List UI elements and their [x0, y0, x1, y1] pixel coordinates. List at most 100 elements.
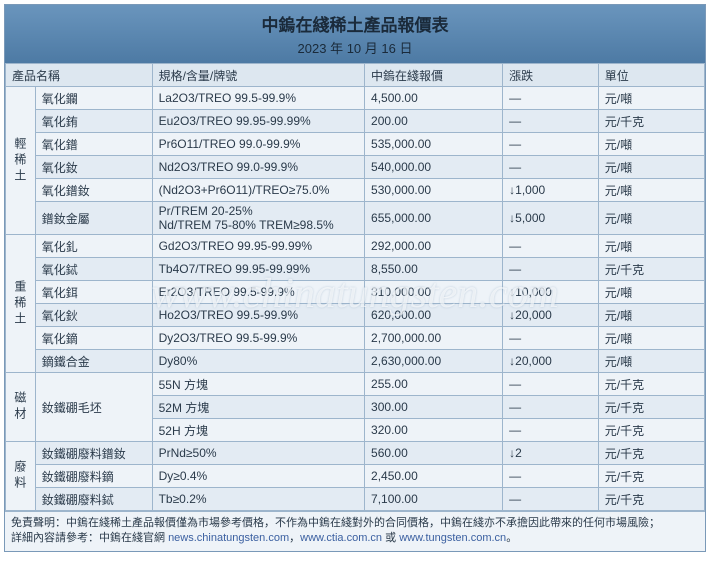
product-unit: 元/噸	[598, 350, 704, 373]
table-row: 氧化銪Eu2O3/TREO 99.95-99.99%200.00—元/千克	[6, 110, 705, 133]
product-unit: 元/千克	[598, 373, 704, 396]
product-price: 8,550.00	[365, 258, 503, 281]
product-price: 2,630,000.00	[365, 350, 503, 373]
table-row: 鏑鐵合金Dy80%2,630,000.00↓20,000元/噸	[6, 350, 705, 373]
table-header: 中鎢在綫稀土產品報價表 2023 年 10 月 16 日	[5, 5, 705, 63]
product-change: —	[503, 488, 599, 511]
col-unit: 單位	[598, 64, 704, 87]
footer-link-1[interactable]: news.chinatungsten.com	[168, 532, 289, 544]
product-price: 200.00	[365, 110, 503, 133]
product-change: —	[503, 87, 599, 110]
product-change: —	[503, 396, 599, 419]
product-unit: 元/噸	[598, 133, 704, 156]
product-unit: 元/噸	[598, 281, 704, 304]
product-change: —	[503, 235, 599, 258]
table-row: 輕稀土氧化鑭La2O3/TREO 99.5-99.9%4,500.00—元/噸	[6, 87, 705, 110]
product-price: 2,450.00	[365, 465, 503, 488]
product-spec: Pr/TREM 20-25% Nd/TREM 75-80% TREM≥98.5%	[152, 202, 364, 235]
disclaimer-text: 中鎢在綫稀土產品報價僅為市場參考價格，不作為中鎢在綫對外的合同價格，中鎢在綫亦不…	[66, 517, 660, 529]
product-spec: Nd2O3/TREO 99.0-99.9%	[152, 156, 364, 179]
product-unit: 元/噸	[598, 235, 704, 258]
product-unit: 元/噸	[598, 179, 704, 202]
product-spec: (Nd2O3+Pr6O11)/TREO≥75.0%	[152, 179, 364, 202]
category-label: 重稀土	[6, 235, 36, 373]
product-price: 2,700,000.00	[365, 327, 503, 350]
product-name: 氧化釹	[35, 156, 152, 179]
product-change: ↓2	[503, 442, 599, 465]
price-table: 產品名稱 規格/含量/牌號 中鎢在綫報價 漲跌 單位 輕稀土氧化鑭La2O3/T…	[5, 63, 705, 511]
product-name: 氧化鉺	[35, 281, 152, 304]
table-row: 氧化鏑Dy2O3/TREO 99.5-99.9%2,700,000.00—元/噸	[6, 327, 705, 350]
product-price: 535,000.00	[365, 133, 503, 156]
product-unit: 元/噸	[598, 304, 704, 327]
product-price: 620,000.00	[365, 304, 503, 327]
product-price: 320.00	[365, 419, 503, 442]
disclaimer-label: 免責聲明：	[11, 517, 66, 529]
product-name: 氧化鏑	[35, 327, 152, 350]
product-spec: 52M 方塊	[152, 396, 364, 419]
product-change: —	[503, 327, 599, 350]
product-unit: 元/噸	[598, 156, 704, 179]
table-row: 氧化鈥Ho2O3/TREO 99.5-99.9%620,000.00↓20,00…	[6, 304, 705, 327]
col-change: 漲跌	[503, 64, 599, 87]
product-unit: 元/噸	[598, 202, 704, 235]
product-unit: 元/噸	[598, 327, 704, 350]
product-name: 釹鐵硼廢料鐠釹	[35, 442, 152, 465]
product-price: 310,000.00	[365, 281, 503, 304]
product-spec: Tb≥0.2%	[152, 488, 364, 511]
product-spec: Pr6O11/TREO 99.0-99.9%	[152, 133, 364, 156]
table-row: 氧化釹Nd2O3/TREO 99.0-99.9%540,000.00—元/噸	[6, 156, 705, 179]
product-spec: Dy≥0.4%	[152, 465, 364, 488]
product-change: ↓1,000	[503, 179, 599, 202]
product-spec: PrNd≥50%	[152, 442, 364, 465]
product-unit: 元/千克	[598, 110, 704, 133]
product-name: 氧化鐠	[35, 133, 152, 156]
header-row: 產品名稱 規格/含量/牌號 中鎢在綫報價 漲跌 單位	[6, 64, 705, 87]
product-spec: 55N 方塊	[152, 373, 364, 396]
category-label: 輕稀土	[6, 87, 36, 235]
product-name: 氧化鑭	[35, 87, 152, 110]
detail-text: 中鎢在綫官網	[99, 532, 168, 544]
product-name: 鏑鐵合金	[35, 350, 152, 373]
table-row: 氧化鉺Er2O3/TREO 99.5-99.9%310,000.00↓10,00…	[6, 281, 705, 304]
product-spec: Dy80%	[152, 350, 364, 373]
product-change: —	[503, 133, 599, 156]
col-spec: 規格/含量/牌號	[152, 64, 364, 87]
product-change: ↓10,000	[503, 281, 599, 304]
price-table-container: 中鎢在綫稀土產品報價表 2023 年 10 月 16 日 產品名稱 規格/含量/…	[4, 4, 706, 552]
product-spec: Dy2O3/TREO 99.5-99.9%	[152, 327, 364, 350]
product-name: 釹鐵硼廢料鋱	[35, 488, 152, 511]
product-change: —	[503, 419, 599, 442]
product-price: 255.00	[365, 373, 503, 396]
product-price: 655,000.00	[365, 202, 503, 235]
product-change: —	[503, 258, 599, 281]
table-title: 中鎢在綫稀土產品報價表	[5, 11, 705, 36]
product-spec: Gd2O3/TREO 99.95-99.99%	[152, 235, 364, 258]
footer-link-2[interactable]: www.ctia.com.cn	[300, 532, 382, 544]
category-label: 磁材	[6, 373, 36, 442]
product-change: ↓20,000	[503, 350, 599, 373]
product-price: 4,500.00	[365, 87, 503, 110]
product-unit: 元/千克	[598, 442, 704, 465]
product-name: 釹鐵硼毛坯	[35, 373, 152, 442]
footer-link-3[interactable]: www.tungsten.com.cn	[399, 532, 506, 544]
table-row: 氧化鐠釹(Nd2O3+Pr6O11)/TREO≥75.0%530,000.00↓…	[6, 179, 705, 202]
product-unit: 元/千克	[598, 419, 704, 442]
product-price: 540,000.00	[365, 156, 503, 179]
product-change: ↓5,000	[503, 202, 599, 235]
product-spec: La2O3/TREO 99.5-99.9%	[152, 87, 364, 110]
col-price: 中鎢在綫報價	[365, 64, 503, 87]
table-row: 廢料釹鐵硼廢料鐠釹PrNd≥50%560.00↓2元/千克	[6, 442, 705, 465]
product-name: 氧化鐠釹	[35, 179, 152, 202]
product-unit: 元/千克	[598, 465, 704, 488]
product-spec: Eu2O3/TREO 99.95-99.99%	[152, 110, 364, 133]
table-row: 磁材釹鐵硼毛坯55N 方塊255.00—元/千克	[6, 373, 705, 396]
table-row: 釹鐵硼廢料鋱Tb≥0.2%7,100.00—元/千克	[6, 488, 705, 511]
product-price: 292,000.00	[365, 235, 503, 258]
table-row: 釹鐵硼廢料鏑Dy≥0.4%2,450.00—元/千克	[6, 465, 705, 488]
product-name: 鐠釹金屬	[35, 202, 152, 235]
product-change: —	[503, 156, 599, 179]
product-price: 560.00	[365, 442, 503, 465]
product-spec: Er2O3/TREO 99.5-99.9%	[152, 281, 364, 304]
footer: 免責聲明：中鎢在綫稀土產品報價僅為市場參考價格，不作為中鎢在綫對外的合同價格，中…	[5, 511, 705, 551]
